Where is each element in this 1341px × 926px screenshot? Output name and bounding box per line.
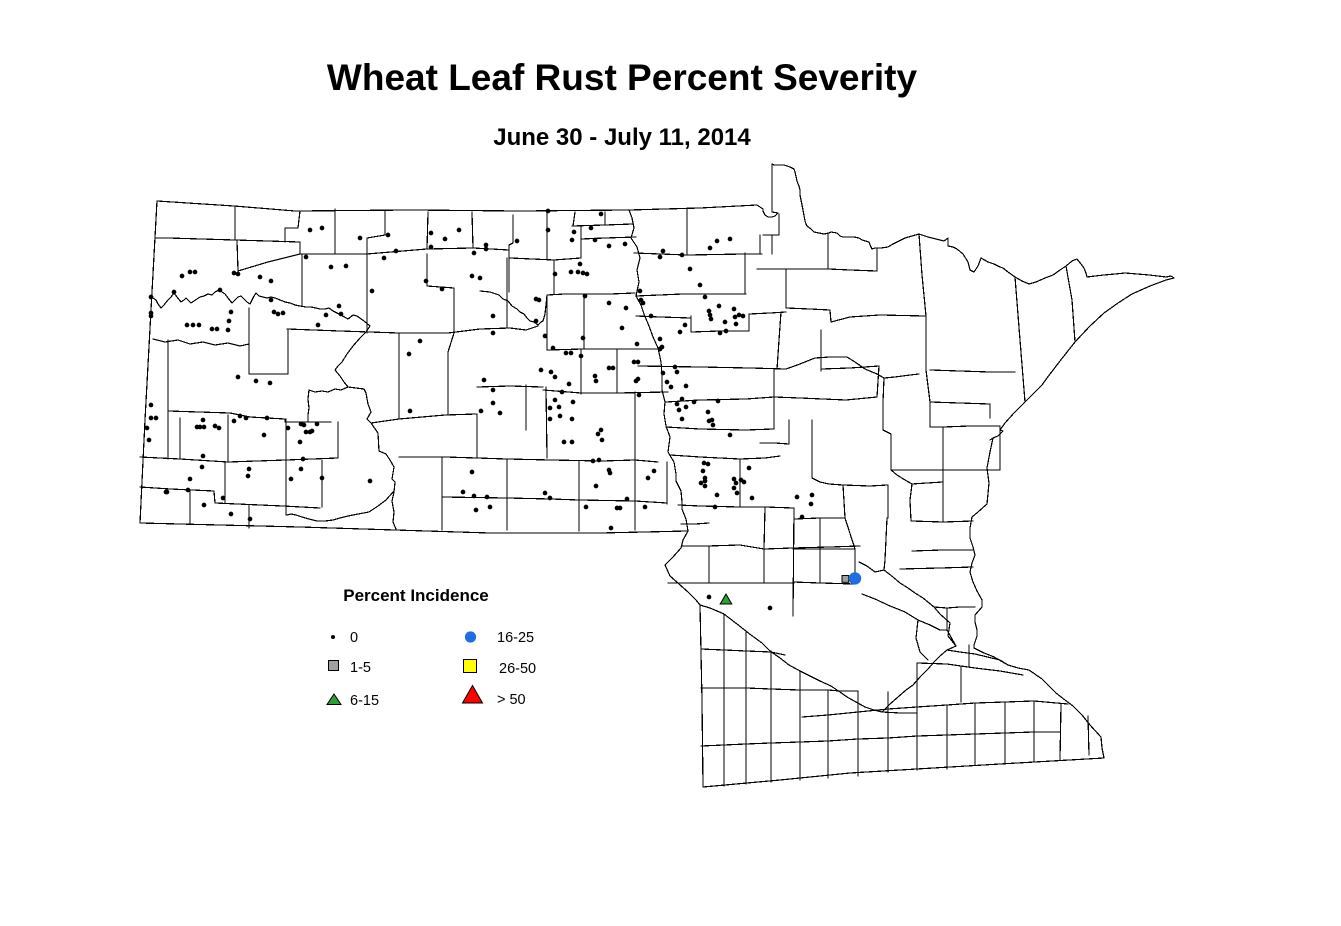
svg-text:0: 0 xyxy=(350,630,358,646)
svg-text:June 30 - July 11, 2014: June 30 - July 11, 2014 xyxy=(493,124,751,151)
svg-text:16-25: 16-25 xyxy=(497,630,534,646)
svg-text:Wheat Leaf Rust Percent Severi: Wheat Leaf Rust Percent Severity xyxy=(327,57,918,98)
svg-text:6-15: 6-15 xyxy=(350,693,379,709)
svg-text:Percent Incidence: Percent Incidence xyxy=(343,586,489,605)
svg-text:1-5: 1-5 xyxy=(350,660,371,676)
svg-text:> 50: > 50 xyxy=(497,692,526,708)
svg-text:26-50: 26-50 xyxy=(499,661,536,677)
